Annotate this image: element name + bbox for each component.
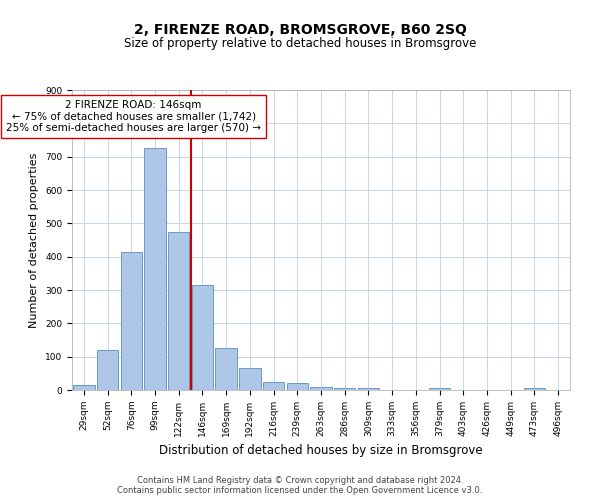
Bar [310,386,332,390]
Bar [287,384,308,390]
Bar [145,148,166,390]
Text: 2, FIRENZE ROAD, BROMSGROVE, B60 2SQ: 2, FIRENZE ROAD, BROMSGROVE, B60 2SQ [134,22,466,36]
Bar [121,252,142,390]
Bar [97,350,118,390]
Bar [263,382,284,390]
Bar [192,285,213,390]
Text: Size of property relative to detached houses in Bromsgrove: Size of property relative to detached ho… [124,38,476,51]
Bar [524,388,545,390]
Bar [73,385,95,390]
Text: Contains HM Land Registry data © Crown copyright and database right 2024.
Contai: Contains HM Land Registry data © Crown c… [118,476,482,495]
Bar [215,348,237,390]
Bar [168,232,190,390]
Y-axis label: Number of detached properties: Number of detached properties [29,152,40,328]
Bar [358,388,379,390]
Bar [239,368,260,390]
Bar [334,388,355,390]
X-axis label: Distribution of detached houses by size in Bromsgrove: Distribution of detached houses by size … [159,444,483,458]
Text: 2 FIRENZE ROAD: 146sqm
← 75% of detached houses are smaller (1,742)
25% of semi-: 2 FIRENZE ROAD: 146sqm ← 75% of detached… [6,100,261,133]
Bar [429,388,450,390]
